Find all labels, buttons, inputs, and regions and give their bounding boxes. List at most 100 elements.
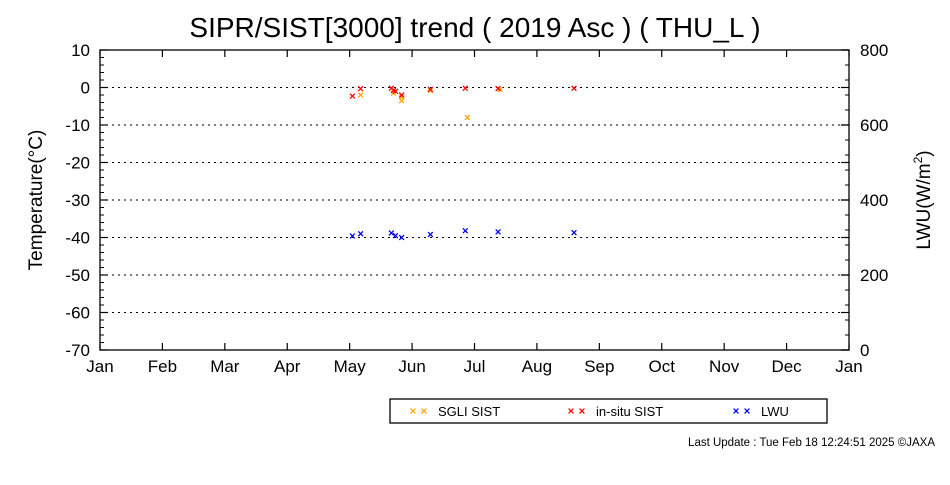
x-tick-label: May <box>334 357 367 376</box>
y-tick-label: -60 <box>65 304 90 323</box>
legend-marker-lwu <box>733 408 739 414</box>
y2-tick-label: 400 <box>860 191 888 210</box>
y-axis-label: Temperature(°C) <box>26 130 47 271</box>
sgli-sist-point <box>357 92 364 98</box>
lwu-point <box>357 230 364 237</box>
marker-stroke <box>349 233 356 239</box>
x-tick-label: Dec <box>771 357 802 376</box>
lwu-point <box>349 233 356 239</box>
lwu-point <box>427 231 434 238</box>
in-situ-sist-point <box>495 85 501 92</box>
in-situ-sist-point <box>571 85 577 92</box>
y2-axis-label-superscript: 2 <box>911 156 925 163</box>
marker-stroke <box>744 408 750 414</box>
marker-stroke <box>427 86 434 93</box>
legend: SGLI SIST in-situ SIST LWU <box>389 398 828 424</box>
grid-lines <box>100 86 849 314</box>
sgli-sist-point <box>464 114 471 121</box>
marker-stroke <box>421 408 427 414</box>
lwu-point <box>388 230 395 236</box>
legend-marker-lwu <box>744 408 750 414</box>
x-tick-label: Oct <box>649 357 676 376</box>
y2-axis-label-main: LWU(W/m <box>914 163 935 249</box>
in-situ-sist-point <box>349 93 356 99</box>
marker-stroke <box>357 85 364 92</box>
x-tick-label: Jan <box>86 357 113 376</box>
x-tick-label: Mar <box>210 357 240 376</box>
marker-stroke <box>462 85 469 92</box>
x-tick-label: Jul <box>464 357 486 376</box>
legend-box <box>389 398 828 424</box>
in-situ-sist-point <box>357 85 364 92</box>
marker-stroke <box>392 88 399 95</box>
marker-stroke <box>392 232 399 239</box>
marker-stroke <box>349 93 356 99</box>
x-tick-label: Aug <box>522 357 552 376</box>
marker-stroke <box>388 230 395 236</box>
marker-stroke <box>495 85 501 92</box>
marker-stroke <box>495 229 501 235</box>
in-situ-sist-point <box>398 92 405 98</box>
marker-stroke <box>464 114 471 121</box>
y-tick-label: -50 <box>65 266 90 285</box>
y2-tick-label: 800 <box>860 41 888 60</box>
y-tick-label: -10 <box>65 116 90 135</box>
marker-stroke <box>398 92 405 98</box>
marker-stroke <box>427 231 434 238</box>
in-situ-sist-point <box>392 88 399 95</box>
lwu-point <box>571 229 577 236</box>
x-tick-label: Apr <box>274 357 301 376</box>
marker-stroke <box>571 85 577 92</box>
legend-label-lwu: LWU <box>761 404 789 419</box>
marker-stroke <box>427 87 434 94</box>
y-tick-label: -40 <box>65 229 90 248</box>
chart-title: SIPR/SIST[3000] trend ( 2019 Asc ) ( THU… <box>189 12 760 43</box>
x-tick-label: Sep <box>584 357 614 376</box>
sgli-sist-point <box>427 87 434 94</box>
marker-stroke <box>398 234 405 241</box>
legend-marker-in-situ-sist <box>579 408 585 414</box>
in-situ-sist-point <box>427 86 434 93</box>
y-tick-label: 0 <box>81 79 90 98</box>
y-tick-label: -30 <box>65 191 90 210</box>
lwu-point <box>462 227 469 234</box>
in-situ-sist-point <box>462 85 469 92</box>
y2-tick-label: 200 <box>860 266 888 285</box>
data-points <box>349 85 577 241</box>
x-tick-label: Nov <box>709 357 740 376</box>
marker-stroke <box>497 86 504 93</box>
marker-stroke <box>579 408 585 414</box>
marker-stroke <box>390 87 397 94</box>
marker-stroke <box>357 230 364 237</box>
x-tick-label: Feb <box>148 357 177 376</box>
marker-stroke <box>398 97 405 104</box>
marker-stroke <box>571 229 577 236</box>
axis-ticks <box>99 49 850 351</box>
last-update-text: Last Update : Tue Feb 18 12:24:51 2025 ©… <box>688 437 935 449</box>
marker-stroke <box>462 227 469 234</box>
y-tick-label: 10 <box>71 41 90 60</box>
y2-axis-label: LWU(W/m2) <box>911 150 935 249</box>
legend-marker-in-situ-sist <box>568 408 574 414</box>
marker-stroke <box>733 408 739 414</box>
sgli-sist-point <box>398 97 405 104</box>
marker-stroke <box>357 92 364 98</box>
y-tick-label: -20 <box>65 154 90 173</box>
x-tick-label: Jun <box>398 357 425 376</box>
y-tick-label: -70 <box>65 341 90 360</box>
legend-marker-sgli-sist <box>421 408 427 414</box>
lwu-point <box>398 234 405 241</box>
legend-label-in-situ-sist: in-situ SIST <box>596 404 663 419</box>
legend-label-sgli-sist: SGLI SIST <box>438 404 500 419</box>
axis-tick-labels: 100-10-20-30-40-50-60-708006004002000Jan… <box>65 41 888 376</box>
legend-marker-sgli-sist <box>410 408 416 414</box>
lwu-point <box>495 229 501 235</box>
lwu-point <box>392 232 399 239</box>
y2-tick-label: 600 <box>860 116 888 135</box>
y2-axis-label-end: ) <box>914 150 935 156</box>
marker-stroke <box>568 408 574 414</box>
x-tick-label: Jan <box>835 357 862 376</box>
marker-stroke <box>410 408 416 414</box>
